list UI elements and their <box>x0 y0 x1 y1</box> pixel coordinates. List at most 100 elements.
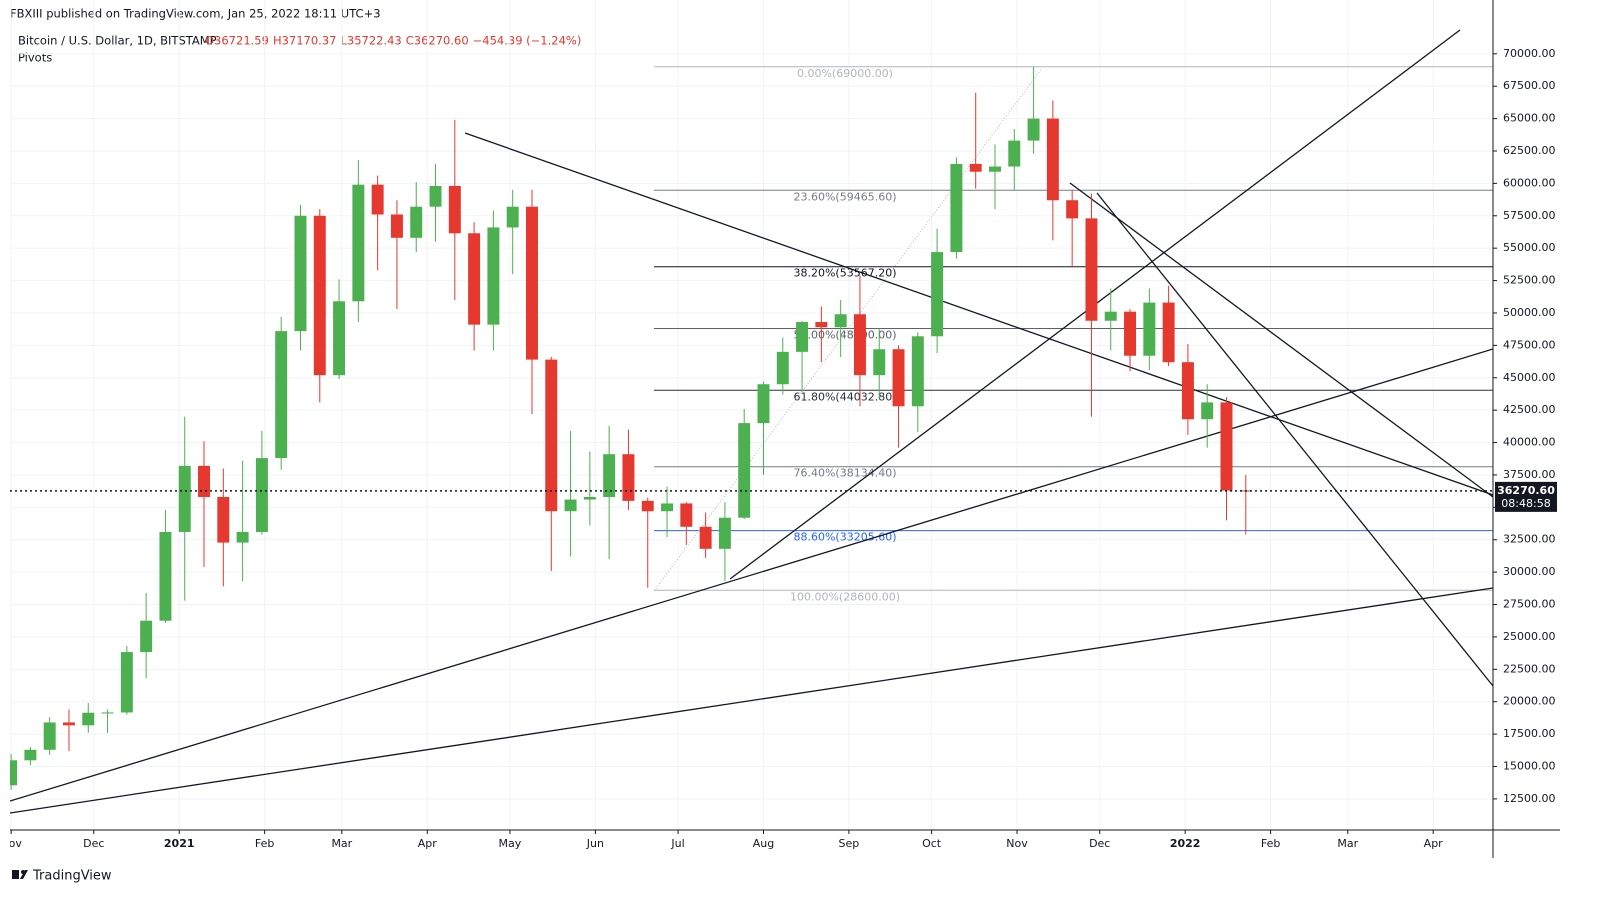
candle-body <box>333 301 346 376</box>
indicator-name: Pivots <box>18 51 52 65</box>
candle-body <box>390 214 403 238</box>
candle-body <box>352 184 365 302</box>
candle-body <box>931 252 944 337</box>
candle-body <box>699 526 712 549</box>
candle-body <box>873 349 886 376</box>
x-tick-label: Dec <box>1089 837 1110 850</box>
candle-body <box>796 322 809 352</box>
x-tick-label: Jun <box>586 837 604 850</box>
candle-body <box>661 503 674 512</box>
candle-body <box>776 351 789 385</box>
x-tick-label: Feb <box>255 837 274 850</box>
ohlc-label: C36270.60 <box>406 34 469 48</box>
candle-body <box>43 722 56 750</box>
y-tick-label: 60000.00 <box>1503 176 1556 189</box>
y-tick-label: 15000.00 <box>1503 760 1556 773</box>
fib-label: 100.00%(28600.00) <box>790 590 900 603</box>
candle-body <box>448 185 461 234</box>
x-tick-label: Apr <box>1424 837 1444 850</box>
candle-body <box>1066 200 1079 219</box>
trend-line <box>1096 192 1493 687</box>
fib-label: 76.40%(38134.40) <box>793 467 896 480</box>
candle-body <box>1008 140 1021 167</box>
x-tick-label: Apr <box>418 837 438 850</box>
ohlc-label: O36721.59 <box>205 34 269 48</box>
candle-body <box>198 465 211 497</box>
y-tick-label: 27500.00 <box>1503 598 1556 611</box>
x-tick-label: Aug <box>753 837 774 850</box>
candle-body <box>313 215 326 376</box>
y-tick-label: 20000.00 <box>1503 695 1556 708</box>
candle-body <box>1085 218 1098 321</box>
candle-body <box>1104 311 1117 321</box>
candle-body <box>82 712 95 726</box>
byline: FBXIII published on TradingView.com, Jan… <box>10 7 381 21</box>
candle-body <box>545 359 558 512</box>
candle-body <box>853 314 866 376</box>
fib-label: 61.80%(44032.80) <box>793 390 896 403</box>
y-tick-label: 55000.00 <box>1503 241 1556 254</box>
last-price-label: 36270.60 <box>1497 484 1555 497</box>
y-tick-label: 40000.00 <box>1503 436 1556 449</box>
ohlc-label: L35722.43 <box>340 34 401 48</box>
y-tick-label: 30000.00 <box>1503 565 1556 578</box>
x-tick-label: Oct <box>922 837 942 850</box>
x-tick-label: Nov <box>0 837 22 850</box>
candle-body <box>1124 311 1137 356</box>
y-tick-label: 57500.00 <box>1503 209 1556 222</box>
y-tick-label: 67500.00 <box>1503 79 1556 92</box>
candle-body <box>487 227 500 325</box>
x-tick-label: May <box>499 837 522 850</box>
candle-body <box>255 458 268 532</box>
x-tick-label: Mar <box>1337 837 1358 850</box>
y-tick-label: 22500.00 <box>1503 662 1556 675</box>
candle-body <box>371 184 384 215</box>
x-tick-label: 2022 <box>1170 837 1201 850</box>
ohlc-label: −454.39 (−1.24%) <box>473 34 582 48</box>
candle-body <box>583 496 596 500</box>
candle-body <box>1220 402 1233 491</box>
candle-body <box>1201 402 1214 420</box>
candle-body <box>564 499 577 512</box>
y-tick-label: 42500.00 <box>1503 403 1556 416</box>
x-tick-label: Feb <box>1261 837 1280 850</box>
candle-body <box>969 163 982 172</box>
candle-body <box>718 517 731 549</box>
y-tick-label: 50000.00 <box>1503 306 1556 319</box>
candle-body <box>1027 118 1040 141</box>
candle-body <box>101 712 114 714</box>
candle-body <box>159 531 172 621</box>
brand-logo <box>12 870 28 879</box>
trend-line <box>10 587 1493 814</box>
x-tick-label: Dec <box>83 837 104 850</box>
symbol-title: Bitcoin / U.S. Dollar, 1D, BITSTAMP <box>18 34 217 48</box>
candle-body <box>1143 302 1156 356</box>
trend-line <box>464 132 1493 496</box>
y-tick-label: 62500.00 <box>1503 144 1556 157</box>
x-tick-label: Nov <box>1006 837 1028 850</box>
x-tick-label: Sep <box>839 837 860 850</box>
plot: 0.00%(69000.00) 23.60%(59465.60) 38.20%(53… <box>10 0 1493 830</box>
candle-body <box>294 215 307 332</box>
candle-body <box>738 423 751 518</box>
trend-line <box>10 348 1493 802</box>
x-tick-label: 2021 <box>164 837 195 850</box>
candle-body <box>468 233 481 325</box>
candle-body <box>641 500 654 512</box>
brand: TradingView <box>32 869 112 884</box>
fib-label: 50.00%(48800.00) <box>793 329 896 342</box>
candle-body <box>178 465 191 532</box>
y-tick-label: 37500.00 <box>1503 468 1556 481</box>
y-tick-label: 52500.00 <box>1503 274 1556 287</box>
candle-body <box>10 760 18 786</box>
fib-trend <box>653 67 1043 592</box>
candle-body <box>217 496 230 543</box>
fib-label: 0.00%(69000.00) <box>797 67 893 80</box>
candle-body <box>892 349 905 407</box>
y-tick-label: 17500.00 <box>1503 727 1556 740</box>
candle-body <box>236 531 249 543</box>
last-price-box <box>1495 481 1557 512</box>
y-tick-label: 65000.00 <box>1503 112 1556 125</box>
candle-body <box>1181 362 1194 420</box>
